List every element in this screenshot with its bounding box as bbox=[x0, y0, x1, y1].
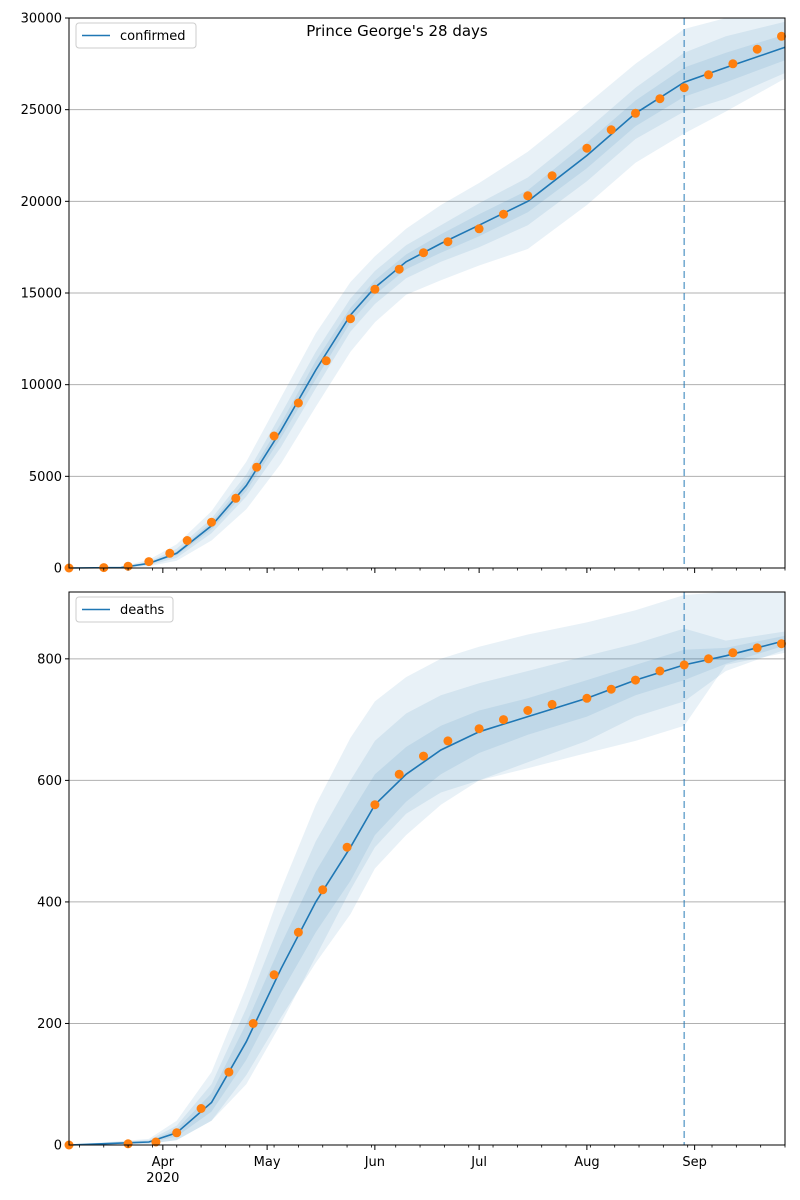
x-tick-label: Aug bbox=[574, 1155, 599, 1170]
x-tick-label: Jun bbox=[364, 1155, 385, 1170]
y-tick-label: 200 bbox=[37, 1017, 62, 1032]
observed-point bbox=[606, 125, 616, 135]
x-year-label: 2020 bbox=[146, 1171, 179, 1186]
y-tick-label: 400 bbox=[37, 895, 62, 910]
legend-box bbox=[75, 596, 174, 623]
y-tick-label: 15000 bbox=[21, 287, 62, 302]
observed-point bbox=[293, 398, 303, 408]
observed-point bbox=[231, 493, 241, 503]
observed-point bbox=[269, 431, 279, 441]
observed-point bbox=[165, 548, 175, 558]
observed-point bbox=[679, 660, 689, 670]
y-tick-label: 0 bbox=[54, 562, 62, 577]
observed-point bbox=[582, 143, 592, 153]
legend: deaths bbox=[75, 596, 174, 623]
observed-point bbox=[499, 715, 508, 725]
legend-label: confirmed bbox=[120, 29, 186, 44]
observed-point bbox=[224, 1067, 234, 1077]
observed-point bbox=[248, 1019, 258, 1028]
observed-point bbox=[182, 536, 192, 545]
observed-point bbox=[207, 517, 216, 527]
observed-point bbox=[523, 191, 533, 201]
observed-point bbox=[655, 94, 665, 104]
observed-point bbox=[370, 284, 380, 294]
observed-point bbox=[474, 224, 484, 234]
figure-title: Prince George's 28 days bbox=[306, 22, 488, 40]
x-tick-label: Sep bbox=[682, 1155, 707, 1170]
y-tick-label: 25000 bbox=[21, 103, 62, 118]
observed-point bbox=[252, 462, 262, 472]
observed-point bbox=[752, 44, 762, 54]
x-tick-label: Apr bbox=[152, 1155, 175, 1170]
y-tick-label: 600 bbox=[37, 774, 62, 789]
confidence-band-middle bbox=[69, 628, 785, 1145]
y-tick-label: 20000 bbox=[21, 195, 62, 210]
observed-point bbox=[443, 237, 453, 247]
observed-point bbox=[547, 171, 557, 181]
axes-frame bbox=[68, 591, 786, 1146]
x-axis-labels: Apr May Jun Jul Aug Sep 2020 bbox=[146, 1155, 707, 1186]
observed-point bbox=[293, 927, 303, 937]
observed-point bbox=[474, 724, 484, 734]
observed-point bbox=[394, 264, 404, 274]
observed-point bbox=[752, 643, 762, 653]
legend-label: deaths bbox=[120, 603, 165, 618]
confidence-band-inner bbox=[69, 635, 785, 1145]
observed-point bbox=[172, 1128, 182, 1138]
observed-point bbox=[370, 800, 380, 810]
observed-point bbox=[342, 842, 352, 852]
y-tick-label: 0 bbox=[54, 1139, 62, 1154]
y-tick-label: 5000 bbox=[29, 470, 62, 485]
observed-point bbox=[704, 70, 713, 80]
observed-point bbox=[419, 248, 428, 258]
observed-point bbox=[196, 1104, 206, 1113]
y-tick-label: 10000 bbox=[21, 378, 62, 393]
observed-point bbox=[523, 706, 533, 715]
observed-point bbox=[679, 83, 689, 93]
observed-point bbox=[443, 736, 453, 746]
observed-point bbox=[631, 675, 640, 685]
model-line bbox=[68, 639, 786, 1146]
observed-point bbox=[144, 557, 154, 567]
x-tick-label: May bbox=[254, 1155, 281, 1170]
legend: confirmed bbox=[75, 22, 197, 49]
observed-point bbox=[728, 648, 738, 658]
deaths-panel: 0 200 400 600 800 deaths bbox=[37, 591, 786, 1154]
confidence-band-outer bbox=[69, 592, 785, 1145]
observed-point bbox=[655, 666, 665, 676]
observed-point bbox=[704, 654, 713, 664]
y-tick-label: 800 bbox=[37, 652, 62, 667]
observed-point bbox=[631, 108, 640, 118]
legend-box bbox=[75, 22, 197, 49]
observed-point bbox=[582, 693, 592, 703]
confidence-band-outer bbox=[69, 18, 785, 568]
observed-point bbox=[269, 970, 279, 980]
observed-point bbox=[606, 684, 616, 694]
confirmed-panel: 0 5000 10000 15000 20000 25000 30000 confirmed bbox=[21, 12, 786, 577]
observed-point bbox=[321, 356, 331, 366]
observed-point bbox=[728, 59, 738, 69]
observed-point bbox=[499, 209, 508, 219]
observed-point bbox=[547, 699, 557, 709]
axes-frame bbox=[68, 17, 786, 569]
observed-point bbox=[394, 769, 404, 779]
confidence-band-middle bbox=[69, 21, 785, 568]
y-tick-label: 30000 bbox=[21, 12, 62, 27]
observed-point bbox=[777, 639, 786, 649]
observed-point bbox=[346, 314, 355, 324]
observed-point bbox=[777, 31, 786, 41]
observed-point bbox=[151, 1137, 161, 1147]
observed-point bbox=[419, 751, 428, 761]
observed-point bbox=[123, 1139, 133, 1149]
x-tick-label: Jul bbox=[470, 1155, 487, 1170]
observed-point bbox=[318, 885, 328, 895]
